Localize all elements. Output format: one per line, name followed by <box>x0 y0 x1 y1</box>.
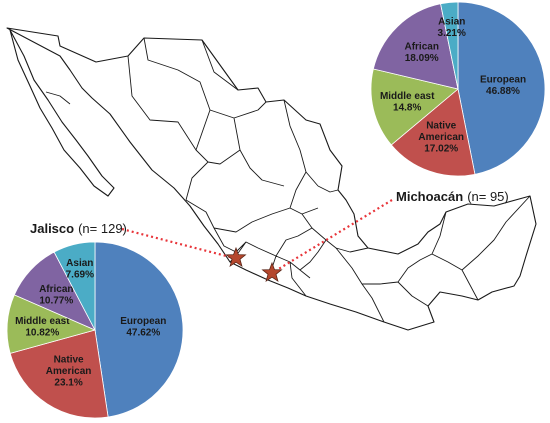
pie-label-european: European 46.88% <box>480 74 526 97</box>
pie-label-african: African 10.77% <box>39 284 73 307</box>
michoacan-star-marker <box>261 261 283 283</box>
mexico-map <box>6 27 537 331</box>
michoacan-sample-size: (n= 95) <box>467 189 509 204</box>
pie-slice-european <box>457 1 546 175</box>
pie-slice-african <box>372 3 459 90</box>
pie-label-native-american: Native American 17.02% <box>418 121 464 155</box>
pie-label-asian: Asian 3.21% <box>438 16 466 39</box>
pie-slice-asian <box>440 1 459 90</box>
michoacan-pie-chart: European 46.88% Native American 17.02% Middle… <box>370 1 546 177</box>
pie-label-middle-east: Middle east 10.82% <box>15 316 70 339</box>
pie-label-african: African 18.09% <box>404 41 438 64</box>
michoacan-title: Michoacán (n= 95) <box>396 189 509 204</box>
jalisco-star-marker <box>225 246 247 268</box>
mexico-outline <box>6 27 537 331</box>
baja-california-outline <box>9 29 115 197</box>
pie-slice-middle-east <box>370 68 459 146</box>
michoacan-leader-line <box>271 199 393 274</box>
pie-slice-european <box>94 241 184 418</box>
jalisco-title: Jalisco (n= 129) <box>30 221 127 236</box>
pie-label-native-american: Native American 23.1% <box>46 355 92 389</box>
pie-label-middle-east: Middle east 14.8% <box>380 91 435 114</box>
pie-label-asian: Asian 7.69% <box>66 258 94 281</box>
jalisco-state-name: Jalisco <box>30 221 74 236</box>
jalisco-sample-size: (n= 129) <box>78 221 127 236</box>
pie-slice-native-american <box>9 329 109 419</box>
jalisco-leader-line <box>121 227 235 260</box>
jalisco-pie-chart: European 47.62% Native American 23.1% Middle … <box>6 241 184 419</box>
pie-slice-asian <box>53 241 96 331</box>
pie-label-european: European 47.62% <box>120 316 166 339</box>
pie-slice-native-american <box>390 88 476 177</box>
michoacan-state-name: Michoacán <box>396 189 463 204</box>
